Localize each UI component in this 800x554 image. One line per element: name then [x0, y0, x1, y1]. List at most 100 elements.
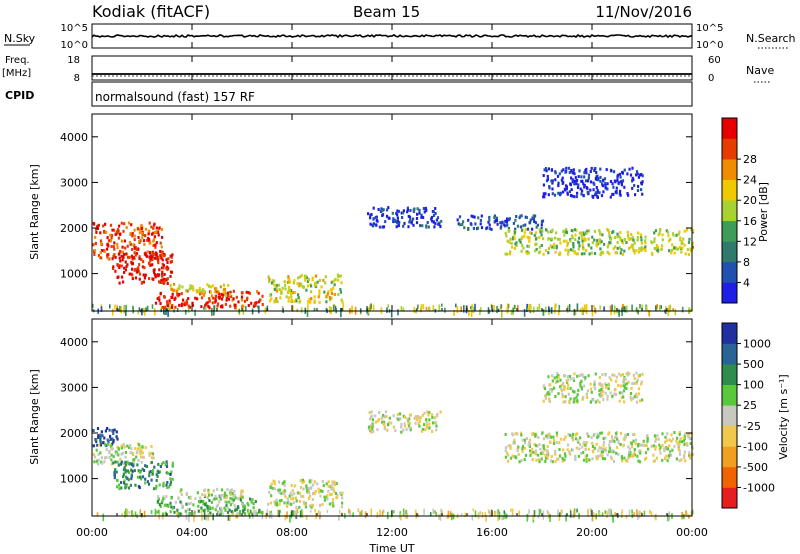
- data-cell: [521, 228, 524, 232]
- data-cell: [98, 443, 101, 447]
- data-cell: [438, 304, 441, 312]
- data-cell: [429, 512, 432, 516]
- data-cell: [213, 309, 215, 316]
- data-cell: [116, 242, 119, 246]
- data-cell: [252, 304, 255, 308]
- data-cell: [95, 230, 98, 234]
- data-cell: [689, 249, 693, 253]
- data-cell: [621, 391, 624, 395]
- data-cell: [578, 244, 581, 248]
- data-cell: [231, 511, 233, 517]
- data-cell: [607, 382, 610, 386]
- data-cell: [565, 514, 567, 522]
- data-cell: [433, 421, 436, 425]
- data-cell: [593, 167, 596, 171]
- data-cell: [311, 278, 314, 282]
- data-cell: [387, 304, 389, 308]
- data-cell: [162, 266, 165, 270]
- data-cell: [637, 231, 640, 235]
- data-cell: [382, 509, 385, 513]
- data-cell: [617, 384, 620, 388]
- data-cell: [532, 217, 536, 221]
- data-cell: [275, 498, 278, 502]
- data-cell: [146, 480, 149, 484]
- data-cell: [587, 173, 591, 177]
- data-cell: [367, 425, 371, 429]
- data-cell: [462, 220, 465, 224]
- data-cell: [371, 425, 374, 429]
- data-cell: [635, 438, 638, 442]
- data-cell: [387, 216, 390, 220]
- xtick-label: 00:00: [676, 526, 708, 539]
- data-cell: [143, 276, 146, 280]
- data-cell: [628, 453, 631, 457]
- data-cell: [213, 305, 215, 311]
- data-cell: [339, 288, 342, 291]
- data-cell: [158, 514, 160, 520]
- data-cell: [120, 239, 124, 243]
- data-cell: [145, 465, 148, 468]
- data-cell: [585, 459, 588, 463]
- data-cell: [187, 307, 190, 313]
- data-cell: [112, 432, 115, 435]
- data-cell: [520, 237, 523, 241]
- data-cell: [680, 458, 683, 462]
- data-cell: [130, 254, 134, 258]
- colorbar-tick-label: 16: [743, 215, 757, 228]
- data-cell: [677, 447, 680, 451]
- data-cell: [295, 299, 298, 303]
- data-cell: [636, 378, 639, 382]
- data-cell: [550, 435, 553, 439]
- data-cell: [560, 383, 563, 387]
- xtick-label: 00:00: [76, 526, 108, 539]
- data-cell: [151, 255, 154, 259]
- data-cell: [126, 469, 130, 473]
- data-cell: [585, 392, 588, 396]
- data-cell: [258, 510, 261, 514]
- data-cell: [104, 222, 107, 226]
- data-cell: [523, 446, 526, 450]
- data-cell: [521, 444, 525, 448]
- data-cell: [333, 489, 336, 493]
- colorbar-frame: [721, 322, 738, 509]
- data-cell: [124, 486, 127, 490]
- data-cell: [308, 298, 311, 301]
- data-cell: [198, 287, 201, 290]
- data-cell: [683, 229, 686, 233]
- data-cell: [372, 217, 375, 221]
- data-cell: [207, 513, 210, 521]
- data-cell: [400, 306, 403, 312]
- data-cell: [289, 514, 291, 523]
- data-cell: [619, 251, 622, 255]
- data-cell: [286, 497, 289, 501]
- data-cell: [670, 248, 673, 252]
- data-cell: [337, 278, 340, 282]
- data-cell: [653, 240, 656, 244]
- data-cell: [622, 379, 625, 383]
- noise-sky-line: [91, 33, 693, 39]
- data-cell: [107, 440, 110, 444]
- data-cell: [614, 512, 616, 517]
- data-cell: [538, 443, 541, 446]
- data-cell: [586, 229, 589, 233]
- data-cell: [100, 456, 103, 460]
- data-cell: [165, 471, 168, 475]
- data-cell: [132, 513, 134, 517]
- data-cell: [636, 238, 639, 242]
- data-cell: [591, 235, 594, 239]
- data-cell: [420, 429, 423, 433]
- data-cell: [587, 447, 590, 451]
- data-cell: [610, 169, 613, 173]
- data-cell: [534, 452, 537, 456]
- data-cell: [169, 472, 172, 476]
- data-cell: [665, 454, 668, 458]
- data-cell: [134, 511, 137, 517]
- colorbar-tick-label: 25: [743, 399, 757, 412]
- data-cell: [622, 395, 625, 399]
- data-cell: [118, 256, 121, 260]
- data-cell: [530, 231, 533, 235]
- data-cell: [604, 457, 607, 461]
- data-cell: [592, 188, 595, 192]
